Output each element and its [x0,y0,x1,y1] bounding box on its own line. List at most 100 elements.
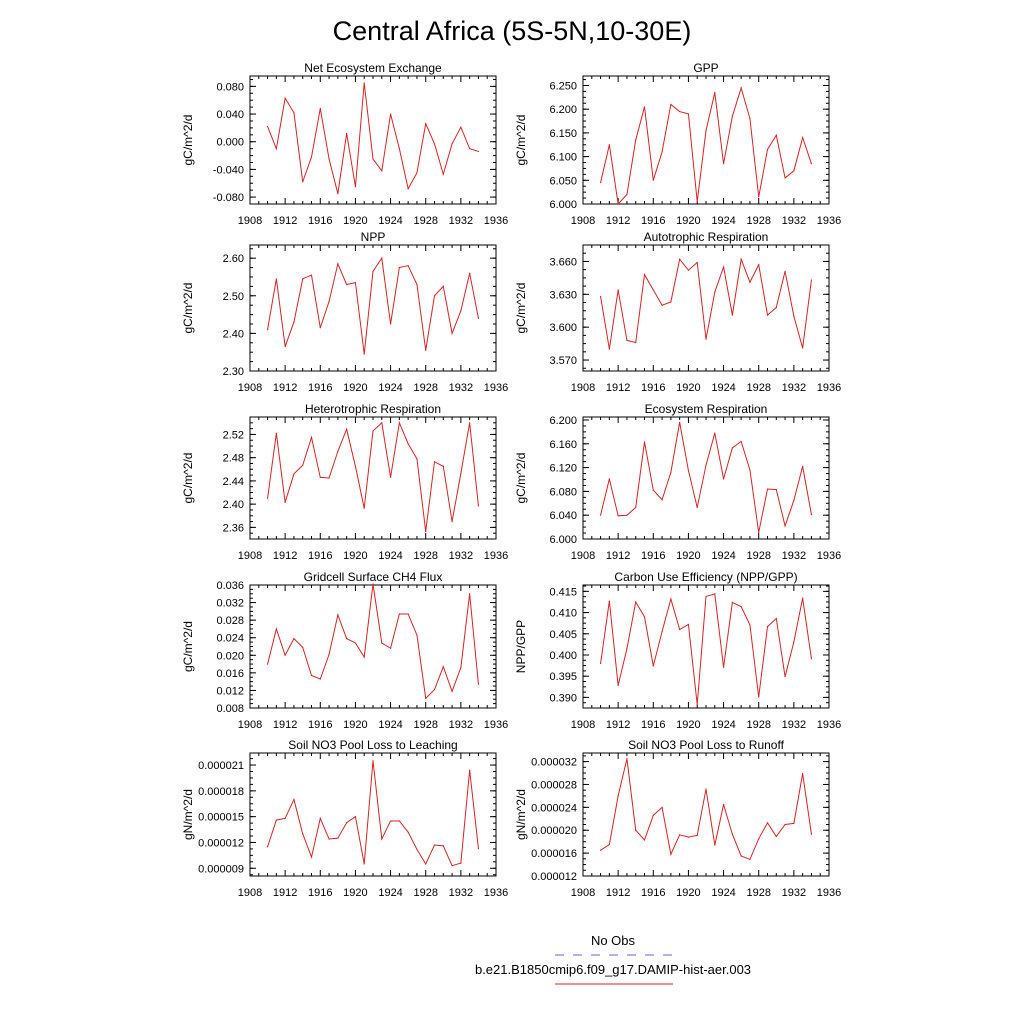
x-tick-label: 1936 [484,215,508,227]
y-axis-label: gN/m^2/d [514,789,528,840]
chart-panel-8: Soil NO3 Pool Loss to Leaching gN/m^2/d 19… [181,738,508,899]
data-point [372,760,374,762]
data-point [460,126,462,128]
x-tick-label: 1932 [449,382,473,394]
y-tick-label: 3.660 [549,256,577,268]
y-tick-label: 0.410 [549,608,577,620]
data-point [275,148,277,150]
data-point [425,123,427,125]
x-tick-label: 1916 [308,550,332,562]
data-point [793,822,795,824]
chart-title: GPP [693,61,718,75]
series-line-0 [600,758,812,861]
y-tick-label: 0.000021 [198,760,244,772]
x-tick-label: 1928 [413,382,437,394]
x-tick-label: 1912 [606,887,630,899]
x-tick-label: 1936 [817,719,841,731]
data-point [599,295,602,298]
y-tick-label: 0.400 [549,650,577,662]
data-point [416,848,418,850]
data-point [617,684,619,687]
data-point [302,833,304,835]
data-point [705,338,707,340]
data-point [793,499,795,501]
data-point [635,139,637,141]
y-axis-label: gC/m^2/d [181,621,195,672]
y-tick-label: 3.570 [549,355,577,367]
data-point [722,666,725,668]
data-point [302,464,304,466]
data-point [714,91,716,94]
x-tick-label: 1920 [676,550,700,562]
x-tick-label: 1932 [449,550,473,562]
y-tick-label: 6.000 [549,534,577,546]
data-point [460,472,462,474]
x-tick-label: 1924 [711,215,735,227]
data-point [469,148,471,150]
y-tick-label: 0.040 [216,109,244,121]
data-point [784,823,786,826]
x-tick-label: 1908 [571,887,595,899]
y-tick-label: 0.000012 [198,837,244,849]
data-point [416,634,418,636]
data-point [608,144,610,146]
data-point [749,469,751,471]
y-tick-label: 0.415 [549,586,577,598]
data-point [705,595,707,598]
x-tick-label: 1932 [782,719,806,731]
y-tick-label: 2.40 [223,499,244,511]
data-point [346,283,348,286]
data-point [731,833,733,835]
y-tick-label: 0.012 [216,685,244,697]
data-point [696,261,698,264]
data-point [302,181,304,183]
data-point [775,489,777,491]
y-tick-label: 2.52 [223,429,244,441]
x-tick-label: 1912 [606,719,630,731]
x-tick-label: 1920 [676,215,700,227]
data-point [722,478,725,480]
data-point [608,600,610,602]
legend-label-model: b.e21.B1850cmip6.f09_g17.DAMIP-hist-aer.… [475,962,751,977]
data-point [319,678,321,680]
data-point [687,836,690,838]
data-point [477,847,480,850]
data-point [617,203,619,205]
data-point [661,151,663,153]
x-tick-label: 1912 [273,215,297,227]
data-point [608,478,610,480]
data-point [784,525,786,527]
x-tick-label: 1908 [571,215,595,227]
x-tick-label: 1928 [413,719,437,731]
data-point [643,273,646,276]
y-tick-label: 0.000032 [531,757,577,769]
data-point [328,838,330,840]
x-tick-label: 1936 [817,550,841,562]
chart-title: Heterotrophic Respiration [305,402,441,416]
data-point [381,257,383,259]
y-tick-label: 2.44 [223,476,244,488]
x-tick-label: 1908 [238,215,262,227]
x-tick-label: 1908 [238,887,262,899]
data-point [775,306,777,309]
data-point [626,514,628,516]
data-point [372,158,374,160]
x-tick-label: 1936 [484,550,508,562]
data-point [670,301,672,303]
x-tick-label: 1916 [308,382,332,394]
y-tick-label: 0.000012 [531,871,577,883]
data-point [714,844,716,846]
data-point [433,295,436,297]
y-axis-label: gC/m^2/d [181,115,195,166]
data-point [749,118,751,120]
y-axis-label: gC/m^2/d [514,115,528,166]
data-point [643,106,646,108]
data-point [758,196,760,198]
x-tick-label: 1916 [641,215,665,227]
chart-panel-3: Autotrophic Respiration gC/m^2/d 1908 1912 1… [514,230,841,394]
plot-frame [249,244,497,372]
y-tick-label: 0.032 [216,598,244,610]
x-tick-label: 1912 [606,215,630,227]
chart-panel-6: Gridcell Surface CH4 Flux gC/m^2/d 1908 191… [181,570,508,731]
